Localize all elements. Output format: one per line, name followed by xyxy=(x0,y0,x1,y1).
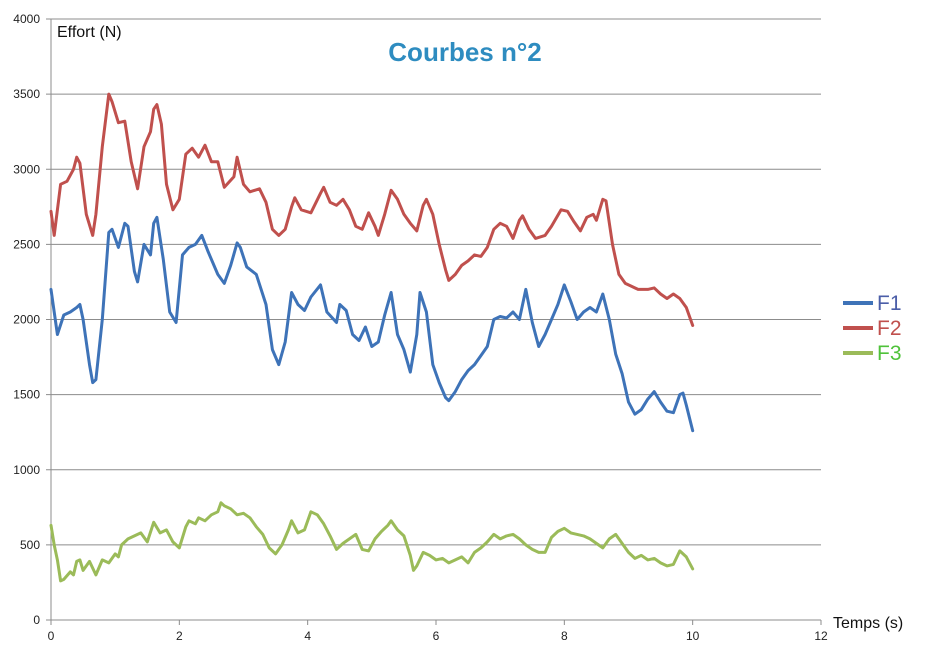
series-line-f3 xyxy=(49,501,695,583)
x-axis-title: Temps (s) xyxy=(833,615,903,632)
x-tick-label: 4 xyxy=(304,629,311,643)
y-tick-label: 3000 xyxy=(13,162,40,176)
x-tick-label: 0 xyxy=(48,629,55,643)
y-tick-label: 1500 xyxy=(13,388,40,402)
chart-title: Courbes n°2 xyxy=(388,37,541,67)
y-tick-label: 1000 xyxy=(13,463,40,477)
x-tick-label: 8 xyxy=(561,629,568,643)
series-line-f2 xyxy=(49,92,695,327)
tick-labels: 0 500 1000 1500 2000 2500 3000 3500 4000 0 2 4 6 8 10 1… xyxy=(13,12,828,643)
y-tick-label: 2000 xyxy=(13,313,40,327)
y-tick-label: 4000 xyxy=(13,12,40,26)
legend-label-f3: F3 xyxy=(877,342,902,365)
x-tick-label: 10 xyxy=(686,629,700,643)
legend-label-f2: F2 xyxy=(877,317,902,340)
axes xyxy=(46,18,822,625)
series-line-f1 xyxy=(49,215,695,433)
y-tick-label: 3500 xyxy=(13,87,40,101)
x-tick-label: 6 xyxy=(433,629,440,643)
x-tick-label: 2 xyxy=(176,629,183,643)
series-lines xyxy=(49,92,695,583)
y-tick-label: 500 xyxy=(20,538,40,552)
y-tick-label: 2500 xyxy=(13,237,40,251)
x-tick-label: 12 xyxy=(814,629,828,643)
y-axis-title: Effort (N) xyxy=(57,24,122,41)
y-tick-label: 0 xyxy=(33,613,40,627)
legend-label-f1: F1 xyxy=(877,292,902,315)
